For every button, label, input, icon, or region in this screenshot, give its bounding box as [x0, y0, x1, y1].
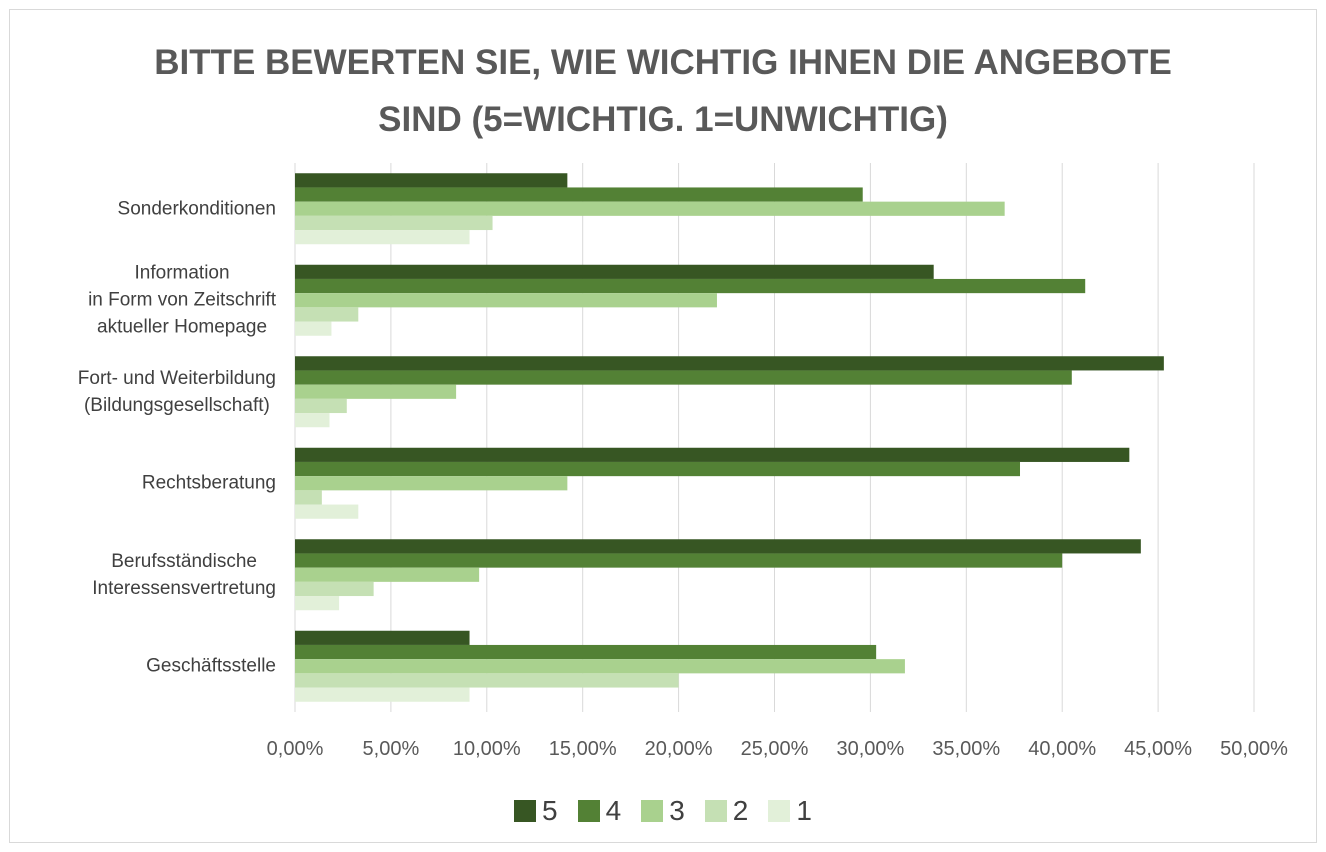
legend-label: 3	[669, 795, 685, 826]
x-tick-label: 25,00%	[740, 738, 809, 760]
bar	[295, 307, 359, 322]
bar	[295, 476, 568, 491]
bar	[295, 384, 457, 399]
legend-item: 2	[704, 795, 749, 827]
legend-label: 1	[796, 795, 812, 826]
x-tick-label: 10,00%	[452, 738, 521, 760]
y-tick-label: Sonderkonditionen	[117, 198, 276, 220]
x-tick-label: 50,00%	[1220, 738, 1288, 760]
bar	[295, 539, 1141, 554]
bar	[295, 356, 1164, 371]
bar	[295, 673, 679, 688]
legend-item: 4	[577, 795, 622, 827]
legend-swatch	[768, 800, 791, 822]
bar	[295, 230, 470, 245]
x-tick-label: 45,00%	[1124, 738, 1193, 760]
bar	[295, 413, 330, 428]
bar	[295, 553, 1063, 568]
bar	[295, 567, 480, 582]
bar	[295, 447, 1130, 462]
legend-label: 4	[605, 795, 622, 826]
bar	[295, 278, 1086, 294]
legend-item: 1	[768, 795, 812, 827]
x-tick-label: 15,00%	[548, 738, 617, 760]
legend-label: 2	[732, 795, 749, 826]
legend-item: 5	[514, 795, 558, 827]
bar	[295, 490, 322, 505]
legend-swatch	[704, 800, 727, 822]
y-tick-label: Rechtsberatung	[141, 472, 276, 494]
bar	[295, 659, 905, 674]
x-tick-label: 35,00%	[932, 738, 1001, 760]
bar	[295, 461, 1021, 477]
bar	[295, 201, 1005, 216]
x-tick-label: 30,00%	[836, 738, 905, 760]
chart-frame	[9, 9, 1317, 843]
x-tick-label: 40,00%	[1028, 738, 1097, 760]
bar	[295, 504, 359, 519]
legend-label: 5	[542, 795, 558, 826]
legend-swatch	[641, 800, 664, 822]
y-tick-label: Fort- und Weiterbildung (Bildungsgesells…	[77, 367, 276, 416]
bar	[295, 630, 470, 645]
y-tick-label: Berufsständische Interessensvertretung	[92, 550, 276, 599]
x-tick-label: 0,00%	[266, 738, 324, 760]
legend-swatch	[577, 800, 600, 822]
bar	[295, 398, 347, 414]
bar	[295, 644, 877, 660]
chart-title: BITTE BEWERTEN SIE, WIE WICHTIG IHNEN DI…	[154, 43, 1172, 139]
bar	[295, 321, 332, 336]
legend-swatch	[514, 800, 537, 822]
x-tick-label: 5,00%	[362, 738, 420, 760]
y-tick-label: Geschäftsstelle	[146, 655, 276, 677]
bar	[295, 173, 568, 188]
x-tick-label: 20,00%	[644, 738, 713, 760]
bar	[295, 293, 717, 308]
bar	[295, 687, 470, 702]
bar	[295, 581, 374, 597]
bar	[295, 370, 1072, 385]
y-tick-label: Information in Form von Zeitschrift aktu…	[88, 262, 276, 338]
legend-item: 3	[641, 795, 685, 827]
legend: 5 4 3 2 1	[0, 795, 1326, 827]
bar	[295, 215, 493, 231]
bar	[295, 596, 340, 611]
bar	[295, 264, 934, 279]
bar	[295, 187, 863, 202]
